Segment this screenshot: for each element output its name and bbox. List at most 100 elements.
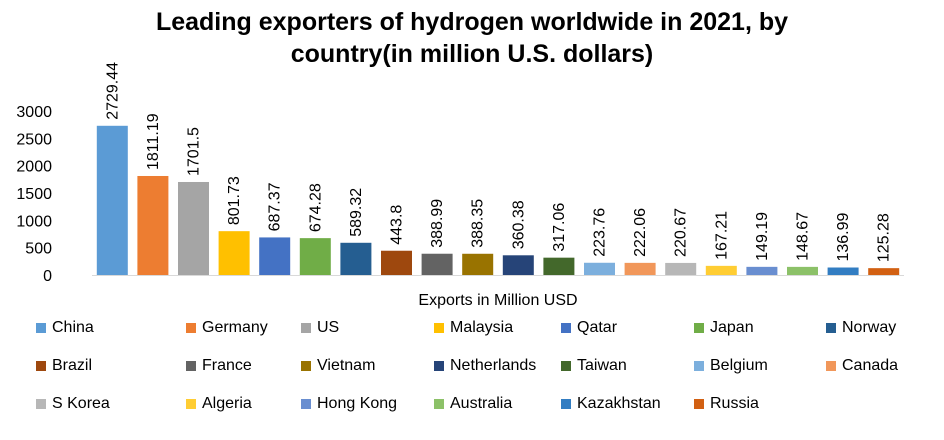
legend-label: Kazakhstan [577,395,661,412]
data-label: 687.37 [267,182,284,231]
legend-item: France [186,356,252,376]
legend-swatch [434,361,444,371]
legend-item: Belgium [694,356,768,376]
legend-item: Hong Kong [301,394,397,414]
legend-item: Brazil [36,356,92,376]
legend-swatch [186,361,196,371]
legend-swatch [36,323,46,333]
legend-item: Norway [826,318,896,338]
legend-swatch [434,399,444,409]
legend-swatch [301,399,311,409]
legend-item: Kazakhstan [561,394,661,414]
bar-malaysia [218,231,250,275]
legend-swatch [561,361,571,371]
legend-label: US [317,319,340,336]
data-label: 1701.5 [186,127,203,176]
y-tick-label: 1500 [16,186,52,203]
legend-item: S Korea [36,394,110,414]
legend-label: Algeria [202,395,252,412]
legend-label: Malaysia [450,319,514,336]
chart-title-line2: country(in million U.S. dollars) [290,40,654,68]
legend-item: China [36,318,94,338]
bar-s-korea [665,262,697,275]
legend-item: Canada [826,356,898,376]
data-label: 317.06 [551,203,568,252]
legend-item: Germany [186,318,268,338]
bar-kazakhstan [827,267,859,275]
bar-france [421,253,453,275]
bar-us [178,181,209,275]
legend-label: Norway [842,319,897,336]
legend-label: Russia [710,395,759,412]
legend-swatch [561,323,571,333]
y-tick-label: 3000 [16,104,52,121]
bar-norway [340,242,372,275]
legend-swatch [301,323,311,333]
bar-netherlands [502,255,534,275]
data-label: 148.67 [795,212,812,261]
legend-label: Hong Kong [317,395,398,412]
bar-algeria [705,265,737,275]
y-tick-label: 2000 [16,159,52,176]
data-label: 1811.19 [145,113,162,170]
data-label: 388.99 [429,199,446,248]
y-tick-label: 2500 [16,131,52,148]
legend-label: Qatar [577,319,618,336]
legend-item: Australia [434,394,512,414]
legend-item: Qatar [561,318,617,338]
y-tick-label: 500 [25,241,52,258]
bar-vietnam [462,253,494,275]
legend-swatch [826,323,836,333]
legend-item: Netherlands [434,356,536,376]
legend-label: Brazil [52,357,93,374]
legend-item: US [301,318,339,338]
legend-label: Netherlands [450,357,537,374]
legend-swatch [694,361,704,371]
legend-label: Australia [450,395,513,412]
y-tick-label: 0 [43,268,52,285]
data-label: 674.28 [307,183,324,232]
legend-swatch [36,399,46,409]
data-label: 589.32 [348,188,365,237]
y-tick-label: 1000 [16,213,52,230]
bar-brazil [381,250,412,275]
legend-label: Japan [710,319,754,336]
legend-item: Algeria [186,394,252,414]
data-label: 2729.44 [104,62,121,120]
legend-item: Japan [694,318,754,338]
legend-swatch [694,399,704,409]
bar-china [96,125,128,275]
legend-label: Belgium [710,357,768,374]
bar-qatar [259,237,291,275]
legend-label: Canada [842,357,899,374]
bar-canada [624,262,656,275]
bar-belgium [584,262,615,275]
legend-label: Germany [202,319,268,336]
legend-label: France [202,357,252,374]
bar-hong-kong [746,266,778,275]
legend-item: Russia [694,394,759,414]
legend-swatch [561,399,571,409]
data-label: 220.67 [673,208,690,257]
data-label: 136.99 [835,212,852,261]
data-label: 360.38 [510,200,527,249]
legend-swatch [36,361,46,371]
data-label: 443.8 [389,205,406,245]
legend-swatch [826,361,836,371]
chart-title-line1: Leading exporters of hydrogen worldwide … [155,8,789,36]
bar-germany [137,175,169,275]
data-label: 388.35 [470,199,487,248]
data-label: 222.06 [632,208,649,257]
legend-item: Malaysia [434,318,513,338]
chart-title: Leading exporters of hydrogen worldwide … [0,6,944,70]
legend-label: S Korea [52,395,110,412]
data-label: 125.28 [876,213,893,262]
legend-swatch [434,323,444,333]
legend-label: China [52,319,94,336]
legend-swatch [694,323,704,333]
bar-australia [787,266,818,275]
legend-swatch [186,399,196,409]
x-axis-title: Exports in Million USD [418,292,577,309]
data-label: 801.73 [226,176,243,225]
bar-russia [868,268,900,275]
